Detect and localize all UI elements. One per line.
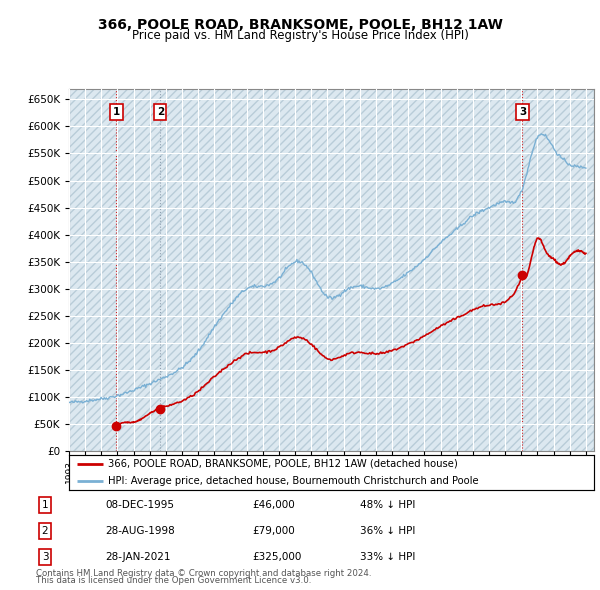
Text: 28-AUG-1998: 28-AUG-1998 <box>105 526 175 536</box>
Text: 1: 1 <box>41 500 49 510</box>
Text: 28-JAN-2021: 28-JAN-2021 <box>105 552 170 562</box>
Text: 33% ↓ HPI: 33% ↓ HPI <box>360 552 415 562</box>
Text: 366, POOLE ROAD, BRANKSOME, POOLE, BH12 1AW (detached house): 366, POOLE ROAD, BRANKSOME, POOLE, BH12 … <box>109 458 458 468</box>
Text: 08-DEC-1995: 08-DEC-1995 <box>105 500 174 510</box>
Text: Price paid vs. HM Land Registry's House Price Index (HPI): Price paid vs. HM Land Registry's House … <box>131 30 469 42</box>
Text: £79,000: £79,000 <box>252 526 295 536</box>
Text: 366, POOLE ROAD, BRANKSOME, POOLE, BH12 1AW: 366, POOLE ROAD, BRANKSOME, POOLE, BH12 … <box>98 18 502 32</box>
Text: 48% ↓ HPI: 48% ↓ HPI <box>360 500 415 510</box>
Text: 3: 3 <box>41 552 49 562</box>
Text: This data is licensed under the Open Government Licence v3.0.: This data is licensed under the Open Gov… <box>36 576 311 585</box>
Bar <box>69 88 594 451</box>
Text: 2: 2 <box>157 107 164 117</box>
Text: 1: 1 <box>113 107 120 117</box>
Text: HPI: Average price, detached house, Bournemouth Christchurch and Poole: HPI: Average price, detached house, Bour… <box>109 476 479 486</box>
Text: Contains HM Land Registry data © Crown copyright and database right 2024.: Contains HM Land Registry data © Crown c… <box>36 569 371 578</box>
Text: 36% ↓ HPI: 36% ↓ HPI <box>360 526 415 536</box>
Text: £325,000: £325,000 <box>252 552 301 562</box>
Text: 3: 3 <box>519 107 526 117</box>
Text: 2: 2 <box>41 526 49 536</box>
Text: £46,000: £46,000 <box>252 500 295 510</box>
